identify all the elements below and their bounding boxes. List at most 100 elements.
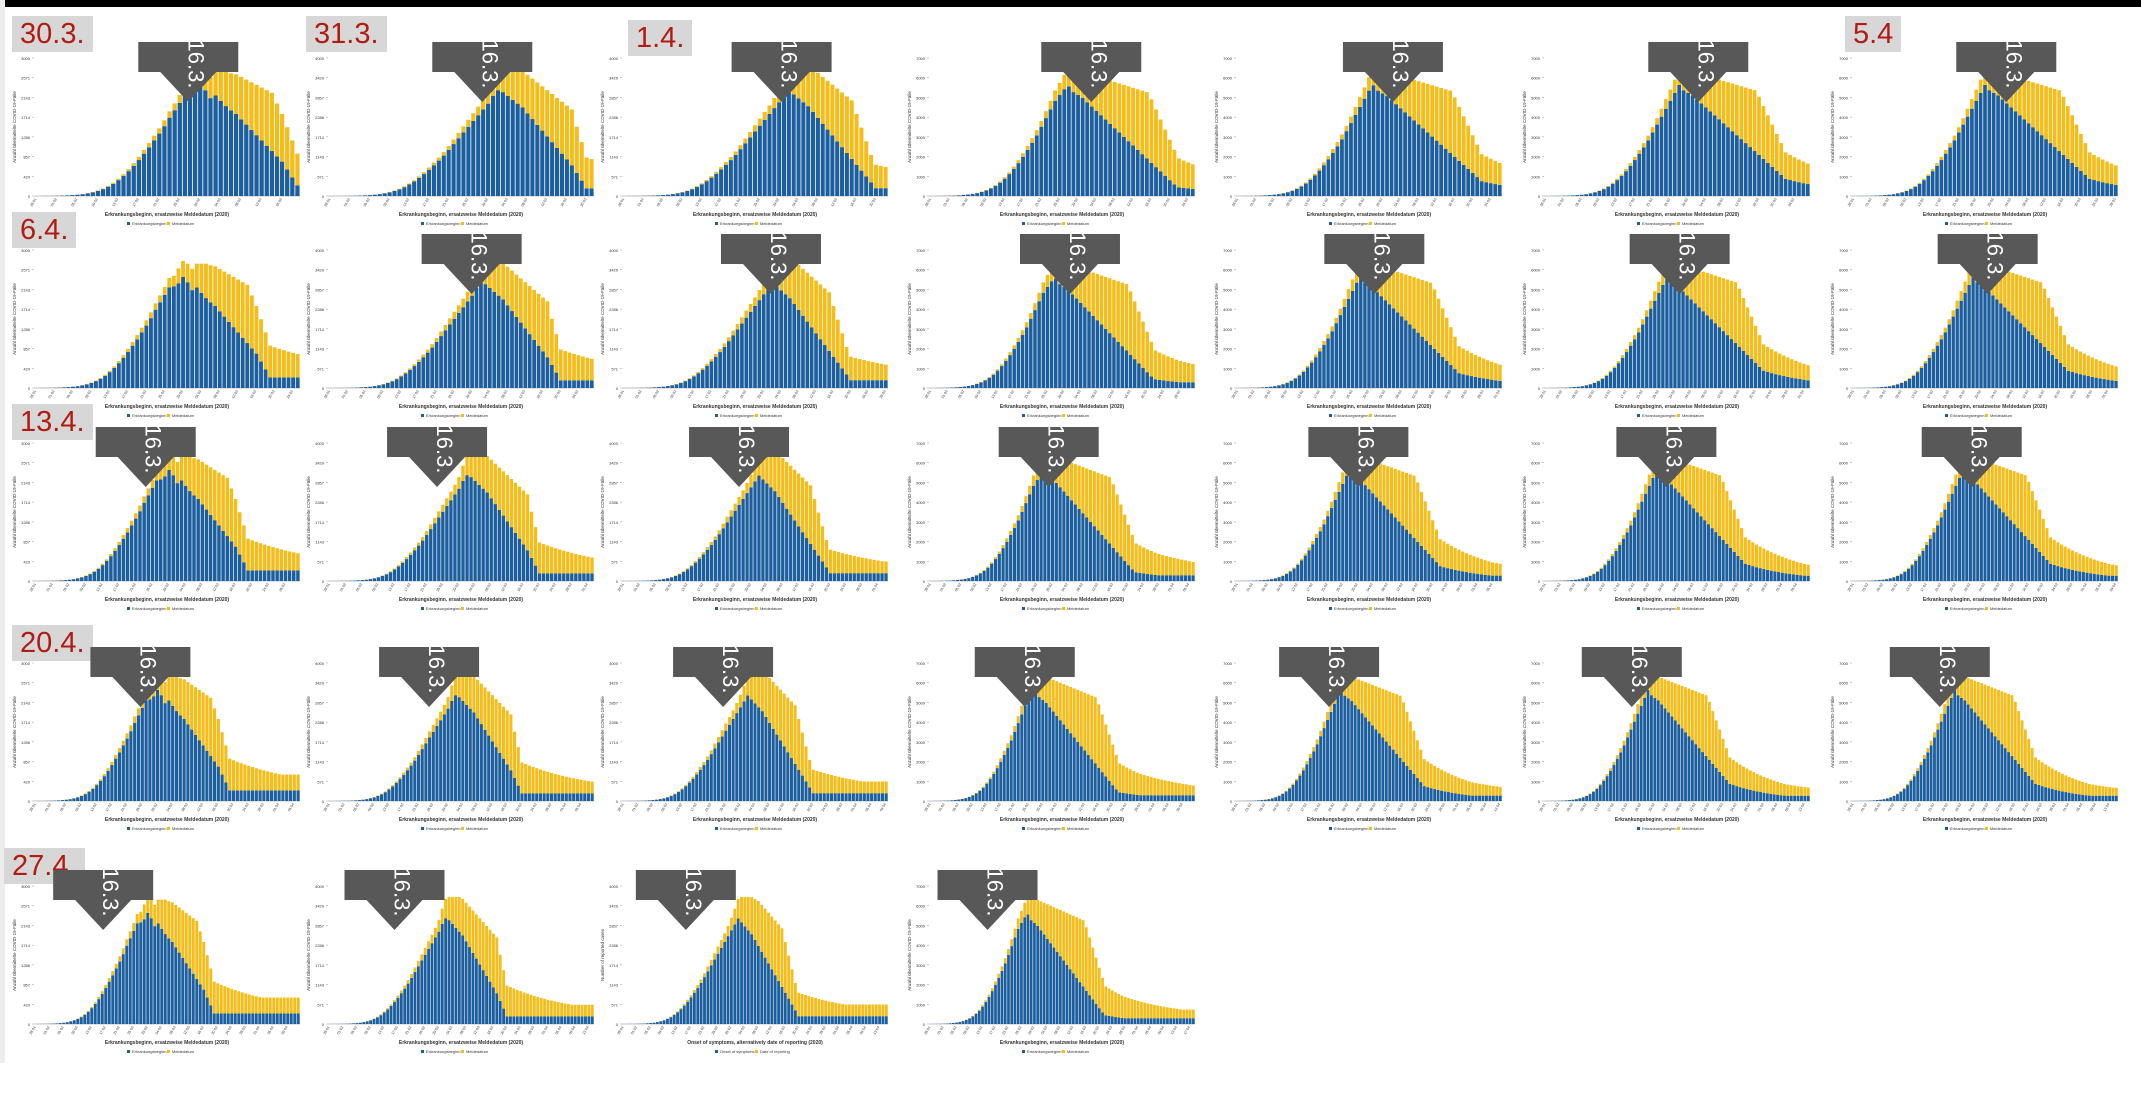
bar-onset [1298,776,1301,801]
bar-reporting [2049,88,2053,144]
bar-reporting [263,545,266,571]
bar-onset [1802,380,1805,388]
bar-onset [1708,111,1712,196]
x-tick-label: 17.02 [1620,390,1628,400]
x-tick-label: 05.02 [1261,583,1269,593]
bar-onset [473,481,476,581]
bar-onset [382,384,386,388]
x-tick-label: 16.03 [211,803,219,813]
bar-onset [470,296,474,388]
bar-onset [409,555,412,581]
x-tick-label: 29.02 [1657,583,1665,593]
y-axis-label: Anzahl übermittelte COVID-19-Fälle [1522,91,1527,163]
bar-reporting [1426,84,1430,133]
bar-reporting [290,140,294,177]
bar-reporting [1123,515,1126,561]
bar-onset [836,363,840,388]
bar-onset [1484,182,1488,196]
bar-reporting [1349,117,1353,123]
x-tick-label: 17.02 [1000,583,1008,593]
bar-reporting [213,470,216,520]
bar-reporting [113,548,116,551]
bar-reporting [1187,363,1190,382]
bar-reporting [1793,786,1796,796]
bar-onset [72,798,75,801]
bar-reporting [1790,359,1793,377]
x-tick-label: 08.03 [213,390,221,400]
legend-entry: Erkrankungsbeginn [720,413,754,418]
bar-onset [2021,768,2024,801]
bar-onset [686,569,689,581]
bar-reporting [1987,686,1990,728]
bar-onset [810,327,814,388]
bar-onset [546,573,549,581]
bar-reporting [994,557,997,559]
bar-reporting [978,790,981,791]
bar-onset [2013,524,2016,581]
bar-onset [2044,139,2048,196]
bar-onset [739,707,742,801]
x-tick-label: 01.04 [1471,583,1479,593]
bar-onset [1950,698,1953,801]
bar-onset [2083,175,2087,196]
bar-onset [975,193,979,196]
bar-reporting [1381,689,1384,738]
bar-reporting [2091,357,2094,376]
bar-onset [1066,729,1069,801]
bar-onset [840,147,844,196]
bar-onset [2071,372,2074,388]
bar-onset [1581,578,1584,581]
bar-reporting [1495,786,1498,795]
bar-onset [724,165,728,196]
y-tick-label: 0 [322,579,325,584]
y-tick-label: 1000 [1223,559,1233,564]
y-tick-label: 4000 [1223,115,1233,120]
bar-onset [2079,171,2083,196]
x-tick-label: 29.02 [162,583,170,593]
legend-entry: Erkrankungsbeginn [1334,413,1368,418]
bar-onset [1379,501,1382,581]
bar-reporting [714,536,717,540]
x-tick-label: 08.03 [811,198,819,208]
bar-onset [680,192,684,196]
bar-onset [361,580,364,581]
bar-onset [1957,695,1960,801]
bar-onset [2014,111,2018,196]
x-tick-label: 17.02 [1007,390,1015,400]
bar-reporting [2115,788,2118,796]
bar-onset [1799,575,1802,581]
x-tick-label: 16.03 [2056,198,2064,208]
bar-onset [255,354,259,388]
bar-reporting [989,777,992,779]
x-tick-label: 25.02 [1634,803,1642,813]
bar-reporting [2016,473,2019,529]
bar-onset [1080,746,1083,801]
bar-onset [1748,147,1752,196]
bar-onset [1494,380,1497,388]
bar-reporting [1696,467,1699,512]
bar-onset [496,90,500,196]
x-tick-label: 25.02 [158,390,166,400]
bar-onset [758,126,762,196]
bar-onset [57,800,60,801]
bar-reporting [95,784,98,785]
x-tick-label: 01.04 [871,583,879,593]
bar-onset [1766,793,1769,801]
bar-onset [789,515,792,581]
bar-onset [681,789,684,801]
bar-onset [779,740,782,801]
bar-onset [576,793,579,801]
x-tick-label: 01.04 [1452,803,1460,813]
legend-swatch [1677,222,1680,225]
bar-onset [1670,716,1673,801]
x-tick-label: 13.02 [90,803,98,813]
bar-onset [449,500,452,581]
y-tick-label: 1714 [21,115,31,120]
bar-onset [205,751,208,801]
x-tick-label: 24.03 [1730,803,1738,813]
bar-onset [1781,573,1784,581]
x-tick-label: 20.03 [869,198,877,208]
bar-onset [167,118,171,196]
